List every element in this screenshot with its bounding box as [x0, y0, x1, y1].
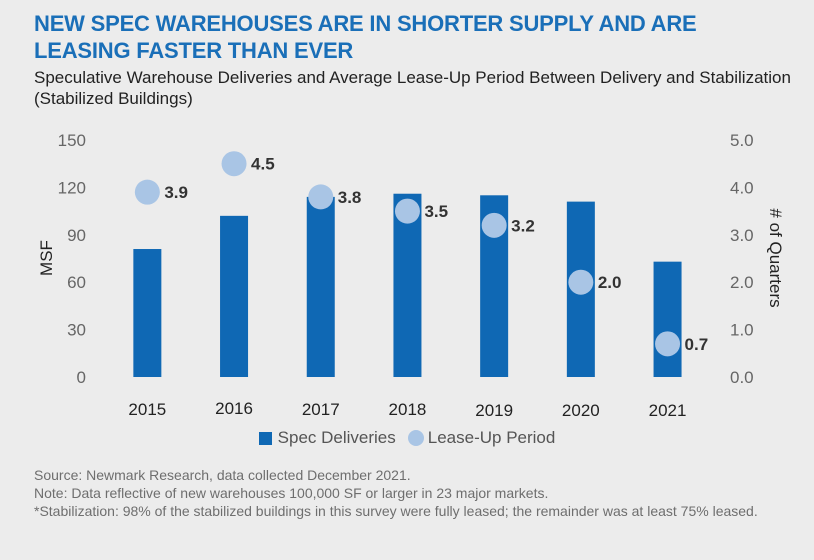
- footnote-note: Note: Data reflective of new warehouses …: [34, 485, 549, 501]
- footnotes: Source: Newmark Research, data collected…: [34, 466, 794, 520]
- data-label: 3.5: [424, 202, 448, 221]
- legend-label-lease-up-period: Lease-Up Period: [427, 428, 556, 447]
- x-tick-label: 2017: [302, 400, 340, 419]
- legend: Spec Deliveries Lease-Up Period: [0, 428, 814, 448]
- legend-label-spec-deliveries: Spec Deliveries: [277, 428, 396, 447]
- lease-up-point-2021: [655, 331, 681, 357]
- y-tick-label: 0: [77, 368, 86, 387]
- data-label: 3.8: [338, 188, 362, 207]
- x-tick-label: 2020: [562, 401, 600, 420]
- x-tick-label: 2016: [215, 399, 253, 418]
- data-label: 2.0: [598, 273, 622, 292]
- y-axis-title: MSF: [37, 240, 56, 276]
- data-label: 3.2: [511, 216, 535, 235]
- bar-2021: [653, 261, 682, 377]
- x-tick-label: 2015: [128, 400, 166, 419]
- x-tick-label: 2018: [389, 400, 427, 419]
- lease-up-point-2017: [308, 184, 334, 210]
- y-tick-label: 30: [67, 321, 86, 340]
- lease-up-point-2018: [394, 198, 420, 224]
- data-label: 0.7: [685, 335, 709, 354]
- lease-up-point-2016: [221, 151, 247, 177]
- footnote-stabilization: *Stabilization: 98% of the stabilized bu…: [34, 503, 758, 519]
- y2-tick-label: 5.0: [730, 131, 754, 150]
- y2-tick-label: 1.0: [730, 321, 754, 340]
- lease-up-point-2019: [481, 212, 507, 238]
- bar-2016: [220, 215, 249, 377]
- legend-item-lease-up-period: Lease-Up Period: [407, 428, 556, 448]
- chart-title: NEW SPEC WAREHOUSES ARE IN SHORTER SUPPL…: [34, 11, 697, 63]
- legend-bar-swatch: [258, 431, 272, 445]
- data-label: 4.5: [251, 155, 275, 174]
- y2-tick-label: 0.0: [730, 368, 754, 387]
- y2-tick-label: 2.0: [730, 273, 754, 292]
- y-tick-label: 120: [58, 178, 86, 197]
- y-tick-label: 90: [67, 226, 86, 245]
- y2-axis-title: # of Quarters: [766, 208, 785, 307]
- y-tick-label: 150: [58, 131, 86, 150]
- footnote-source: Source: Newmark Research, data collected…: [34, 467, 411, 483]
- bar-2017: [306, 196, 335, 377]
- lease-up-point-2020: [568, 269, 594, 295]
- chart-subtitle: Speculative Warehouse Deliveries and Ave…: [34, 68, 791, 108]
- data-label: 3.9: [164, 183, 188, 202]
- legend-item-spec-deliveries: Spec Deliveries: [258, 428, 396, 448]
- y2-tick-label: 3.0: [730, 226, 754, 245]
- x-tick-label: 2019: [475, 401, 513, 420]
- bar-2015: [133, 249, 162, 377]
- lease-up-point-2015: [134, 179, 160, 205]
- x-tick-label: 2021: [649, 401, 687, 420]
- bar-2018: [393, 193, 422, 377]
- y-tick-label: 60: [67, 273, 86, 292]
- y2-tick-label: 4.0: [730, 178, 754, 197]
- legend-dot-swatch: [407, 430, 424, 446]
